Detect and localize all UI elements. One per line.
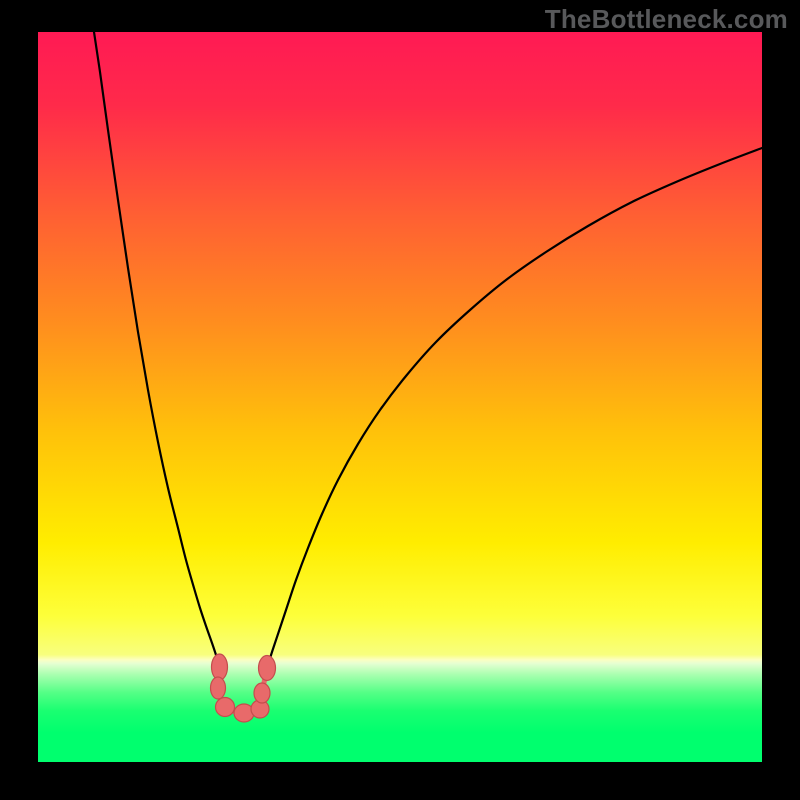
outer-frame: TheBottleneck.com bbox=[0, 0, 800, 800]
valley-marker-2 bbox=[216, 698, 235, 717]
valley-marker-5 bbox=[254, 683, 270, 703]
gradient-plot-area bbox=[38, 32, 762, 762]
valley-marker-0 bbox=[212, 654, 228, 680]
valley-marker-6 bbox=[259, 656, 276, 681]
chart-svg bbox=[0, 0, 800, 800]
watermark-text: TheBottleneck.com bbox=[545, 4, 788, 35]
valley-marker-1 bbox=[211, 677, 226, 699]
